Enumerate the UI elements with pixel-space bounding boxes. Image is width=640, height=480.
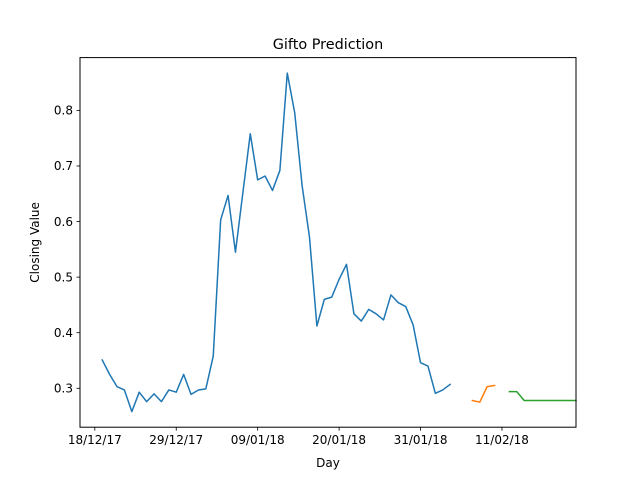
series-line-1 <box>101 72 452 413</box>
x-tick-label: 20/01/18 <box>312 433 366 447</box>
y-tick-label: 0.8 <box>54 104 73 118</box>
series-line-3 <box>508 390 577 402</box>
y-tick-label: 0.7 <box>54 159 73 173</box>
y-tick-label: 0.3 <box>54 381 73 395</box>
x-tick-label: 09/01/18 <box>231 433 285 447</box>
axes-frame <box>79 57 577 428</box>
x-axis-label: Day <box>316 456 340 470</box>
y-tick-label: 0.5 <box>54 270 73 284</box>
y-tick-label: 0.4 <box>54 326 73 340</box>
y-tick-label: 0.6 <box>54 215 73 229</box>
y-axis-label: Closing Value <box>28 202 42 283</box>
x-tick-label: 31/01/18 <box>394 433 448 447</box>
plot-area: 18/12/17 29/12/17 09/01/18 20/01/18 31/01/18… <box>54 72 577 447</box>
x-tick-label: 29/12/17 <box>149 433 203 447</box>
chart-title: Gifto Prediction <box>273 37 383 53</box>
x-tick-label: 11/02/18 <box>475 433 529 447</box>
x-tick-label: 18/12/17 <box>68 433 122 447</box>
series-line-2 <box>471 384 496 403</box>
